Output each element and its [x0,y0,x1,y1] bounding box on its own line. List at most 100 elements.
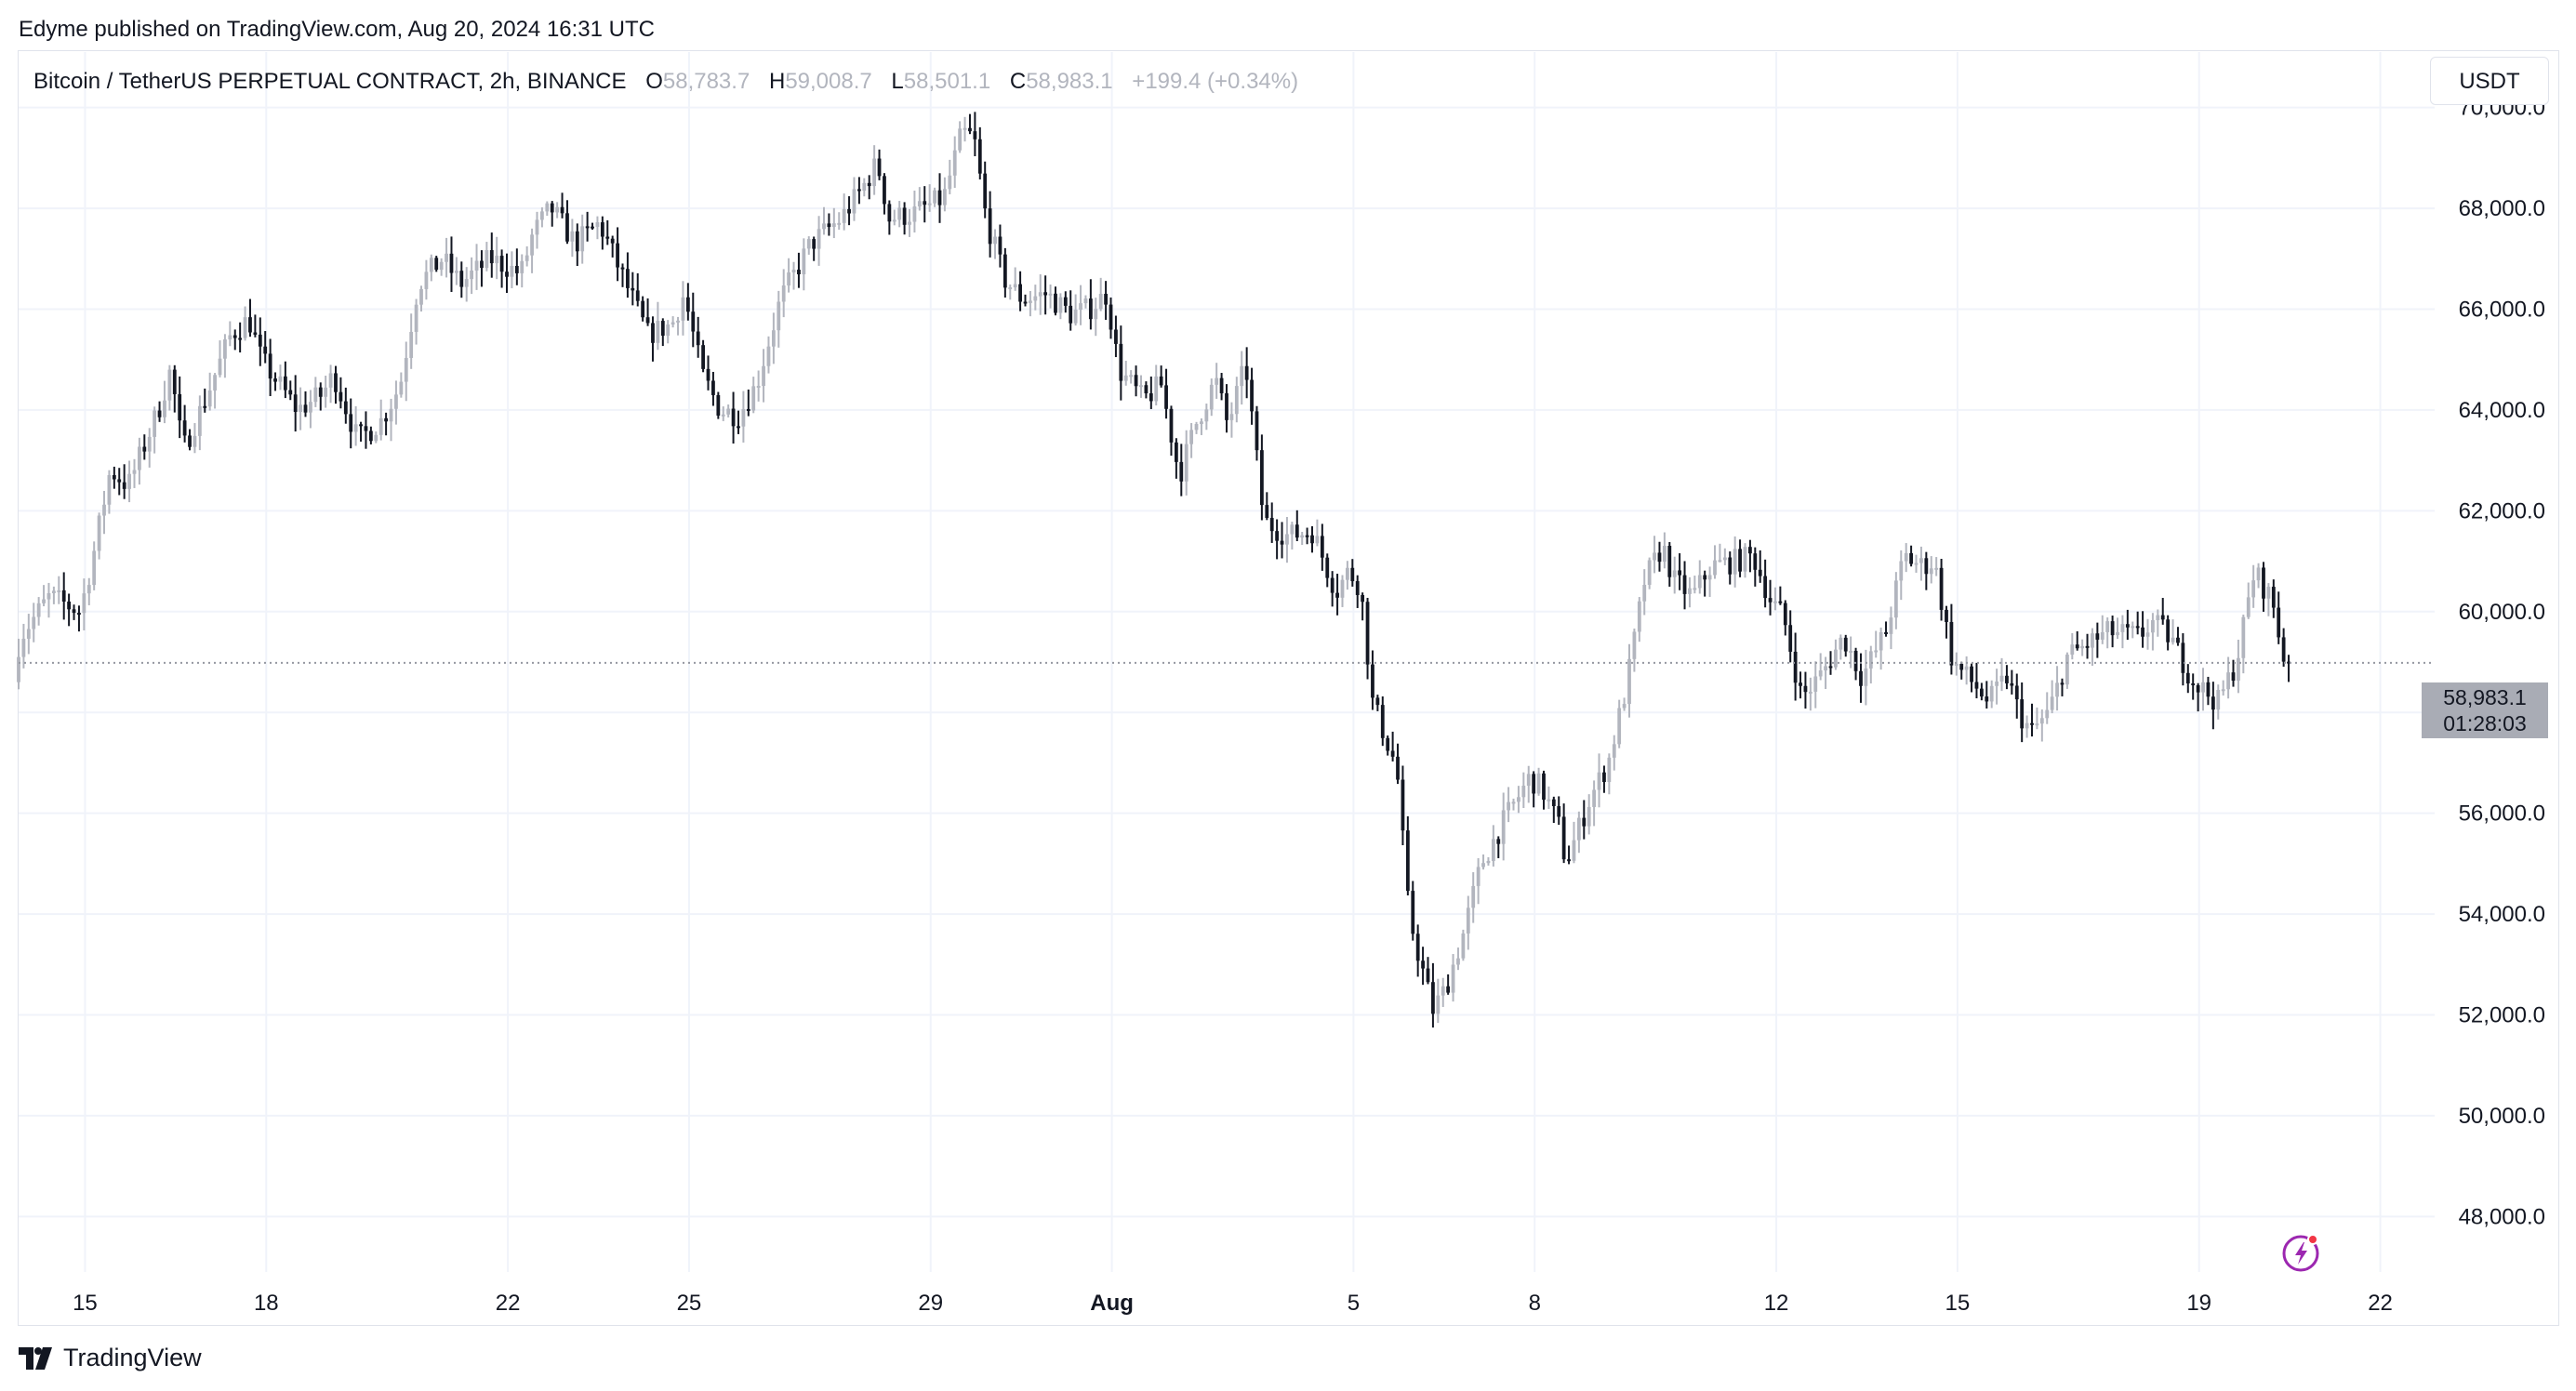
candle-body [2256,567,2261,581]
candle-body [474,260,479,271]
candle [721,406,725,421]
candle-body [419,288,423,305]
candle [1572,821,1576,864]
publisher-line: Edyme published on TradingView.com, Aug … [19,17,655,42]
candle-body [1662,546,1666,563]
candle-body [923,201,927,205]
candle-body [309,402,312,413]
candle-body [1824,666,1827,671]
candle-body [223,339,227,359]
candle-body [1054,293,1057,313]
candle [299,387,302,431]
candle-body [897,207,902,220]
candle-body [1974,682,1979,689]
candle-body [1386,737,1390,751]
tradingview-logo[interactable]: TradingView [19,1344,202,1372]
candle [32,603,36,643]
candle [1627,643,1631,718]
candle [1008,284,1013,300]
candle-body [1979,688,1984,697]
candle-body [1989,685,1994,702]
candle [349,398,353,449]
currency-button[interactable]: USDT [2430,57,2549,105]
candle [762,349,765,403]
candle-body [1244,365,1249,380]
last-price-value: 58,983.1 [2443,685,2527,709]
candle-body [1300,535,1305,538]
candle [1617,699,1622,748]
candle [2030,703,2034,737]
candle [1295,510,1299,541]
candle [1219,373,1224,401]
candle [238,322,243,353]
candle-body [1456,958,1460,965]
candle [485,242,489,272]
candle [1532,771,1536,808]
candle [1083,295,1088,309]
candle-body [61,590,66,603]
candle [595,216,600,240]
candle [1451,954,1455,1002]
candle [419,285,423,312]
candle-body [610,238,615,244]
candle [1346,561,1349,590]
candle-body [756,386,761,389]
y-tick-label: 60,000.0 [2459,600,2545,625]
candle-body [1426,968,1430,983]
candle-body [1788,625,1793,652]
candle-body [737,426,740,429]
candle [1924,551,1929,590]
candle-body [575,231,579,252]
lightning-bolt-icon[interactable] [2282,1231,2325,1274]
candle [550,201,554,227]
candle-body [1682,575,1687,594]
candle [112,466,116,489]
candle-body [2176,637,2180,643]
candle [852,177,856,221]
candle [178,376,182,439]
candle [1808,677,1812,711]
candle [1828,651,1833,675]
candle-body [1748,547,1752,554]
candle-body [1612,744,1616,758]
candle-body [1818,670,1823,677]
candle-body [318,387,323,397]
candle-body [1914,563,1919,565]
candle [1496,836,1501,858]
candle-body [1879,631,1883,651]
candle-body [1255,411,1259,451]
candle-body [489,250,494,264]
candle [2125,609,2130,641]
candle-body [1517,797,1520,802]
candle [1174,438,1178,479]
candle-body [1436,995,1441,1014]
candle-body [2025,722,2029,729]
candle-body [1486,860,1491,864]
candle-body [2196,684,2200,693]
candle [610,235,615,258]
candle [1411,881,1415,941]
candle-body [777,301,781,331]
candle [1909,545,1913,567]
candle-body [1396,756,1400,780]
candle-body [831,223,836,228]
candle-body [520,260,524,273]
candle [1375,695,1380,711]
candle-body [2266,587,2271,599]
candle-body [36,603,41,617]
candle-body [1189,430,1194,444]
candle [1989,680,1994,709]
candle [2185,664,2190,694]
candle [988,191,992,258]
candle-body [952,150,957,176]
candle-body [1678,570,1682,576]
candle [635,272,640,307]
candle [1038,274,1042,315]
candle-body [278,376,283,382]
candle [153,406,157,454]
candle [2095,622,2100,658]
candle-body [827,223,831,228]
candle-body [384,417,389,422]
candle [927,184,932,212]
